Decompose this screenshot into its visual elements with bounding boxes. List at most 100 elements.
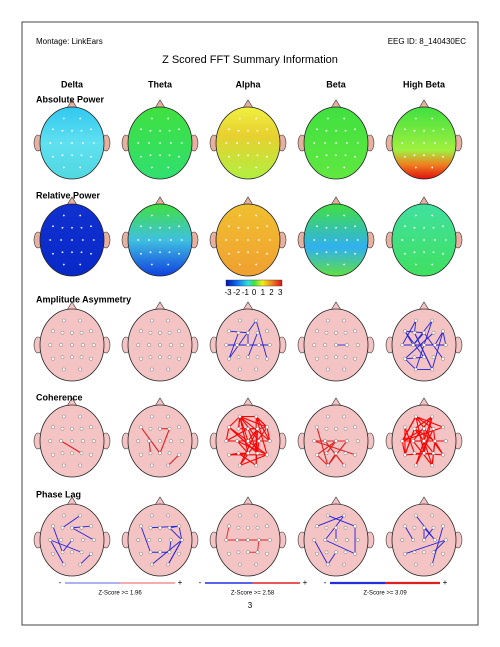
connection (228, 426, 258, 454)
electrode (254, 414, 258, 419)
electrode (267, 439, 272, 443)
electrode (60, 426, 65, 431)
connection (239, 454, 268, 466)
electrode (177, 524, 181, 529)
electrode (166, 367, 170, 372)
electrode (342, 367, 346, 372)
electrode (334, 426, 338, 431)
electrode (224, 439, 229, 443)
electrode (149, 251, 152, 254)
electrode (443, 343, 448, 347)
electrode (315, 551, 319, 556)
electrode (81, 343, 85, 347)
electrode (52, 128, 54, 131)
electrode (60, 525, 65, 530)
electrode (430, 513, 434, 518)
electrode (139, 425, 143, 430)
electrode (266, 155, 268, 158)
electrode (255, 525, 260, 530)
electrode (180, 142, 183, 144)
connection (313, 539, 329, 565)
electrode (168, 226, 171, 229)
electrode (166, 562, 170, 567)
electrode (343, 426, 348, 431)
electrode (247, 239, 249, 241)
electrode (267, 343, 272, 347)
connection (49, 539, 65, 565)
electrode (342, 463, 346, 468)
electrode (326, 513, 330, 518)
electrode (228, 225, 230, 228)
connection (423, 527, 434, 541)
electrode (345, 239, 348, 241)
electrode (140, 128, 142, 131)
electrode (236, 142, 239, 144)
electrode (246, 355, 250, 360)
electrode (70, 330, 74, 335)
electrode (62, 117, 65, 120)
electrode (79, 550, 84, 555)
electrode (444, 239, 447, 241)
electrode (79, 117, 82, 120)
electrode (412, 451, 417, 456)
electrode (150, 414, 154, 419)
electrode (178, 128, 180, 131)
electrode (335, 154, 337, 157)
electrode (79, 355, 84, 360)
electrode (60, 330, 65, 335)
electrode (167, 263, 170, 266)
electrode (51, 425, 55, 430)
electrode (334, 538, 338, 542)
electrode (89, 425, 93, 430)
colorbar (225, 279, 283, 287)
connection (225, 526, 230, 541)
electrode (71, 129, 73, 132)
electrode (257, 439, 261, 443)
electrode (355, 343, 360, 347)
electrode (433, 343, 437, 347)
electrode (431, 525, 436, 530)
connection (316, 515, 345, 527)
connection (316, 427, 329, 466)
connection (434, 331, 444, 346)
electrode (325, 129, 328, 132)
electrode (158, 355, 162, 360)
electrode (345, 439, 349, 443)
electrode (404, 225, 406, 228)
electrode (51, 329, 55, 334)
electrode (344, 154, 347, 157)
electrode (265, 452, 269, 457)
electrode (413, 129, 416, 132)
electrode (414, 463, 418, 468)
electrode (343, 166, 346, 169)
electrode (92, 142, 95, 144)
electrode (150, 562, 154, 567)
connection (178, 526, 183, 541)
electrode (413, 251, 416, 254)
electrode (225, 239, 228, 241)
electrode (79, 525, 84, 530)
electrode (49, 142, 52, 144)
electrode (61, 154, 64, 157)
electrode (343, 451, 348, 456)
electrode (51, 356, 55, 361)
electrode (324, 550, 329, 555)
electrode (80, 226, 83, 229)
electrode (265, 551, 269, 556)
electrode (430, 562, 434, 567)
electrode (177, 329, 181, 334)
electrode (237, 129, 240, 132)
electrode (431, 330, 436, 335)
electrode (335, 142, 337, 144)
colorbar-tick: -3 (224, 288, 232, 297)
electrode (228, 252, 230, 255)
connection (326, 440, 337, 454)
electrode (61, 129, 64, 132)
electrode (166, 318, 170, 323)
electrode (403, 524, 407, 529)
electrode (79, 214, 82, 217)
legend-label: Z-Score >= 2.58 (231, 591, 275, 597)
electrode (246, 426, 250, 431)
electrode (422, 439, 426, 443)
